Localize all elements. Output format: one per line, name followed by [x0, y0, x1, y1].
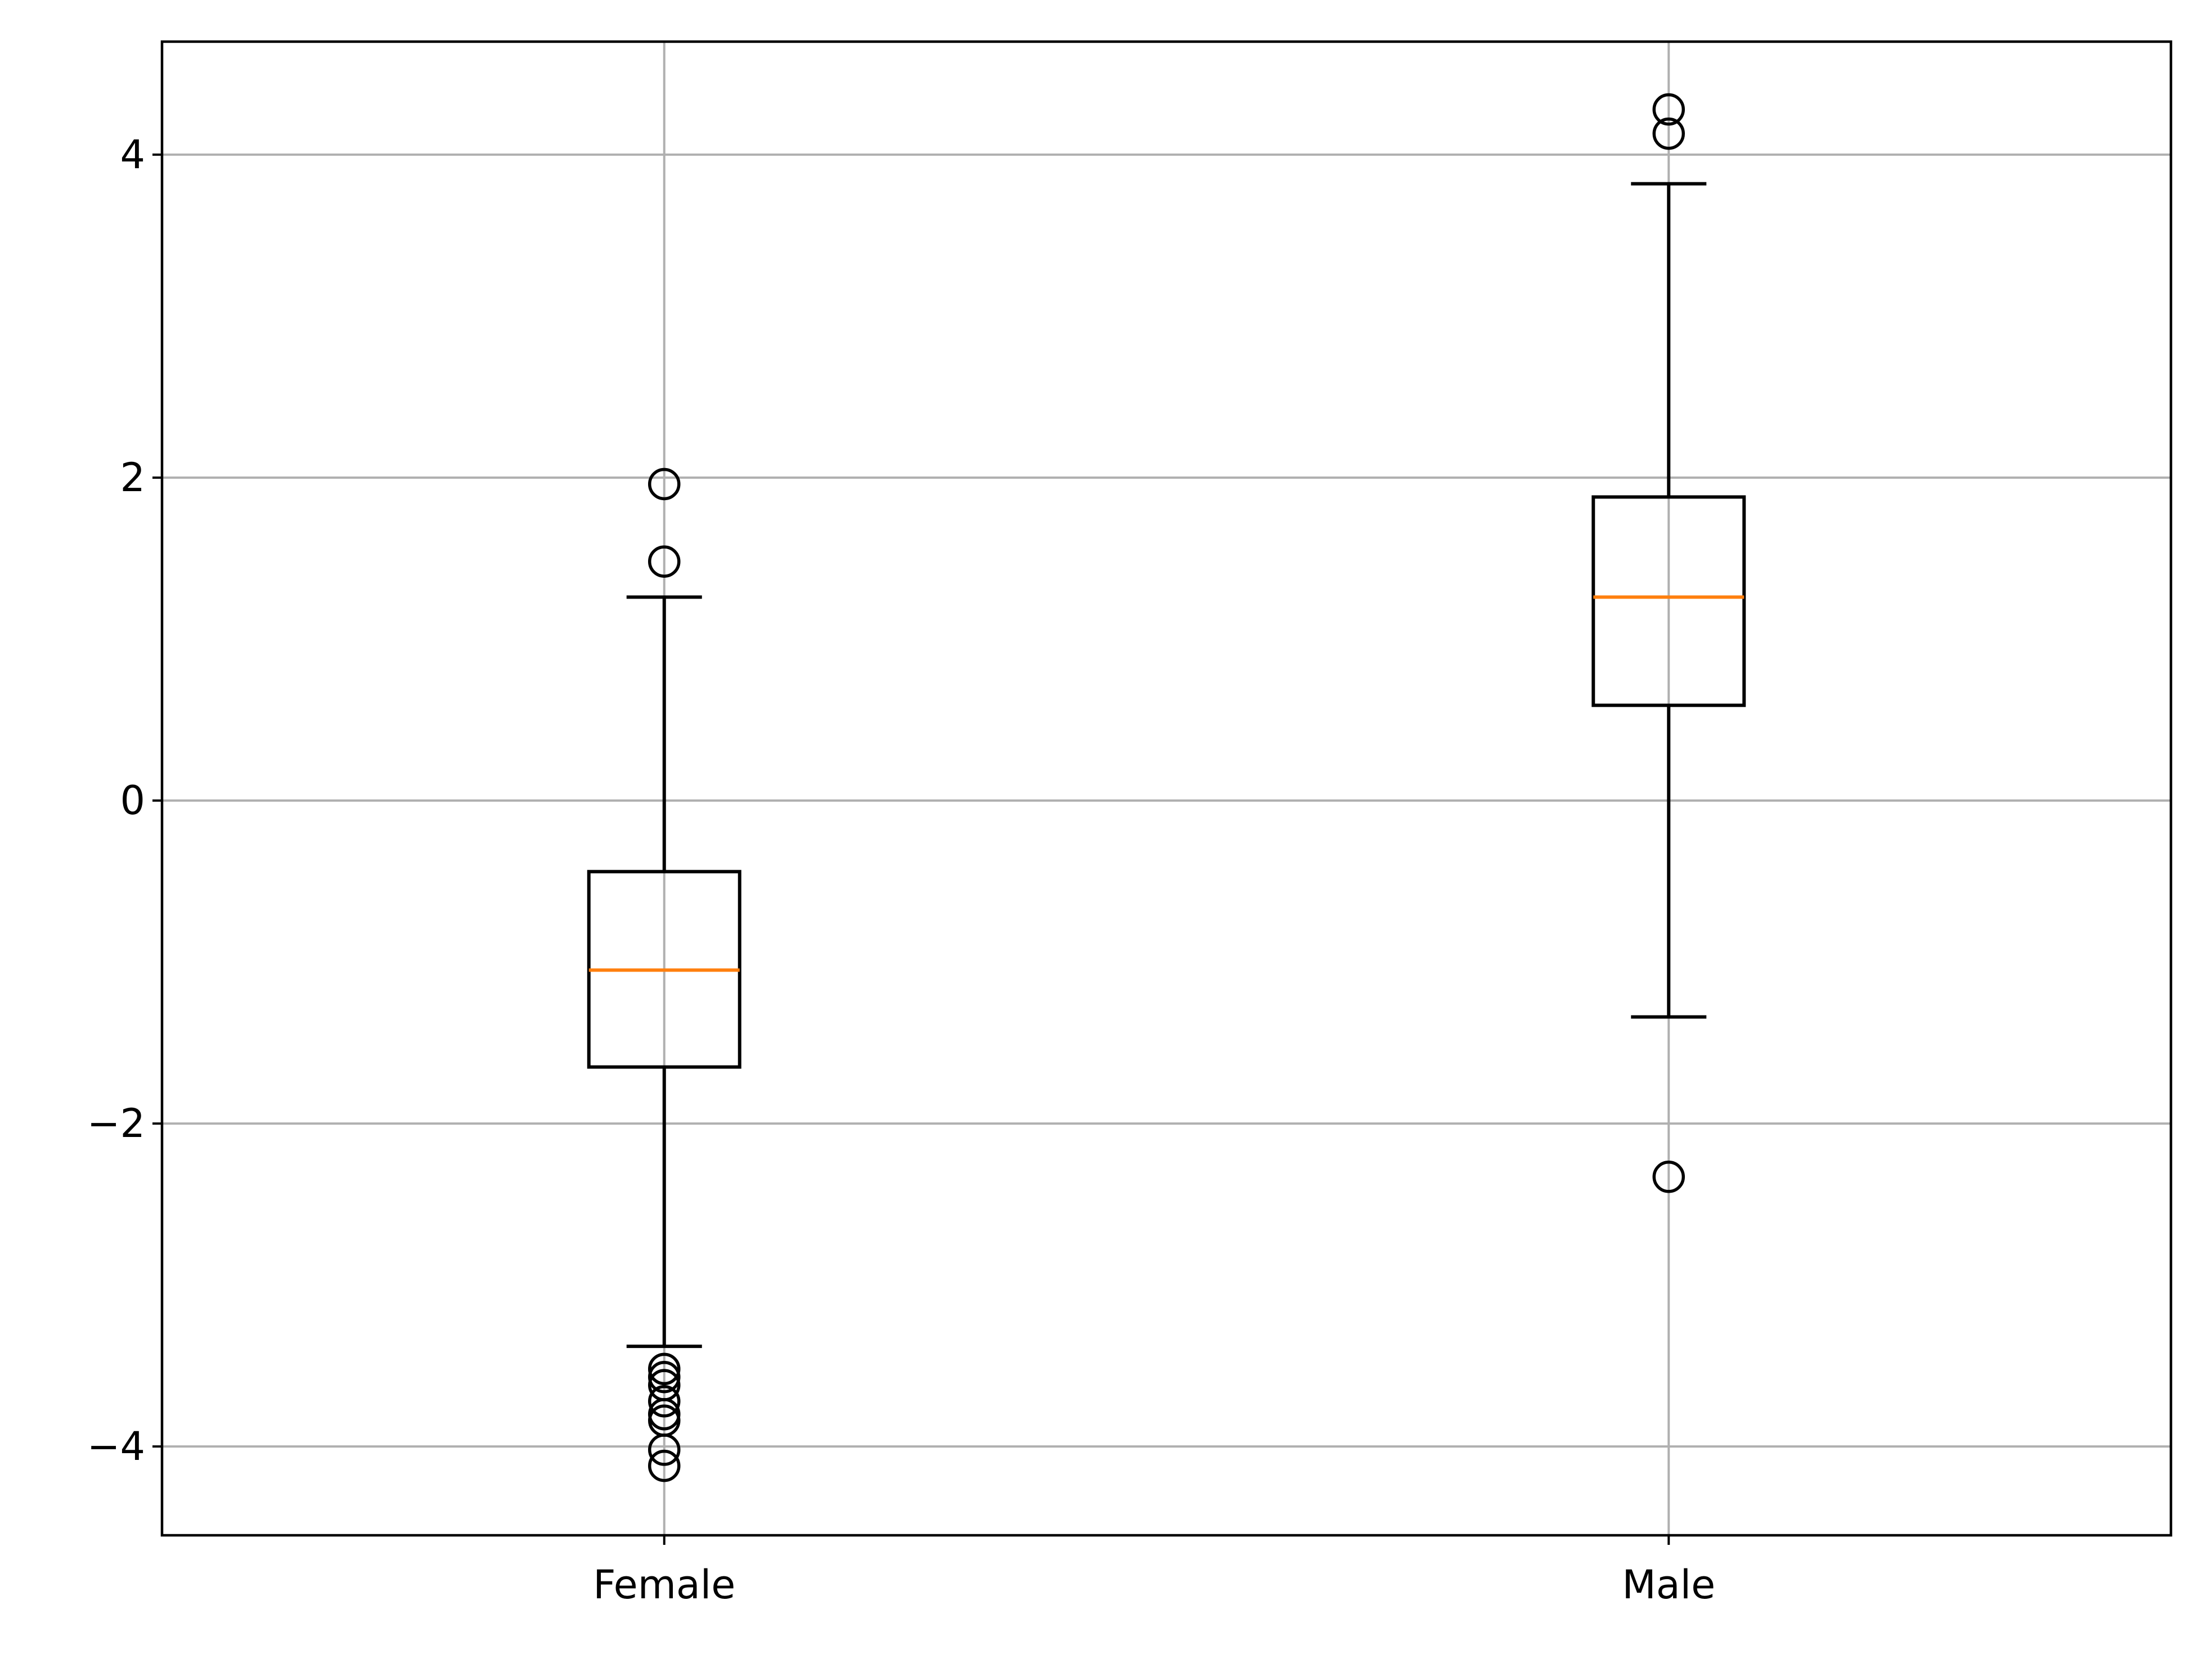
y-tick-label: −2	[87, 1100, 145, 1147]
outlier-point	[1652, 93, 1685, 126]
axes-frame	[160, 40, 2173, 1537]
outlier-point	[1652, 117, 1685, 150]
outlier-point	[648, 545, 681, 578]
box-elements	[587, 93, 1746, 1482]
box-iqr	[1591, 495, 1746, 707]
outlier-point	[648, 1449, 681, 1482]
x-tick-label: Female	[593, 1562, 735, 1608]
box-group	[1591, 93, 1746, 1193]
outlier-point	[648, 1360, 681, 1394]
y-tick-label: 2	[120, 455, 145, 501]
tick-labels: −4 −2 0 2 4 Female Male	[87, 132, 1715, 1608]
y-tick-label: 4	[120, 132, 145, 178]
tick-marks	[152, 153, 1670, 1545]
outlier-point	[648, 1433, 681, 1466]
outlier-point	[648, 468, 681, 501]
outlier-point	[648, 1352, 681, 1386]
y-tick-label: −4	[87, 1423, 145, 1469]
outlier-point	[648, 1385, 681, 1418]
outlier-point	[1652, 1161, 1685, 1193]
x-tick-label: Male	[1622, 1562, 1715, 1608]
box-group	[587, 468, 741, 1482]
y-tick-label: 0	[120, 777, 145, 824]
